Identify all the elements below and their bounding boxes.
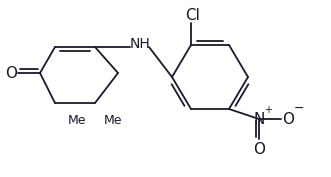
Text: NH: NH <box>130 37 150 51</box>
Text: O: O <box>5 65 17 81</box>
Text: Me: Me <box>68 115 86 127</box>
Text: Me: Me <box>104 115 122 127</box>
Text: N: N <box>253 112 265 127</box>
Text: −: − <box>294 102 305 115</box>
Text: +: + <box>264 105 272 115</box>
Text: O: O <box>282 112 294 127</box>
Text: Cl: Cl <box>186 7 201 22</box>
Text: O: O <box>253 141 265 156</box>
